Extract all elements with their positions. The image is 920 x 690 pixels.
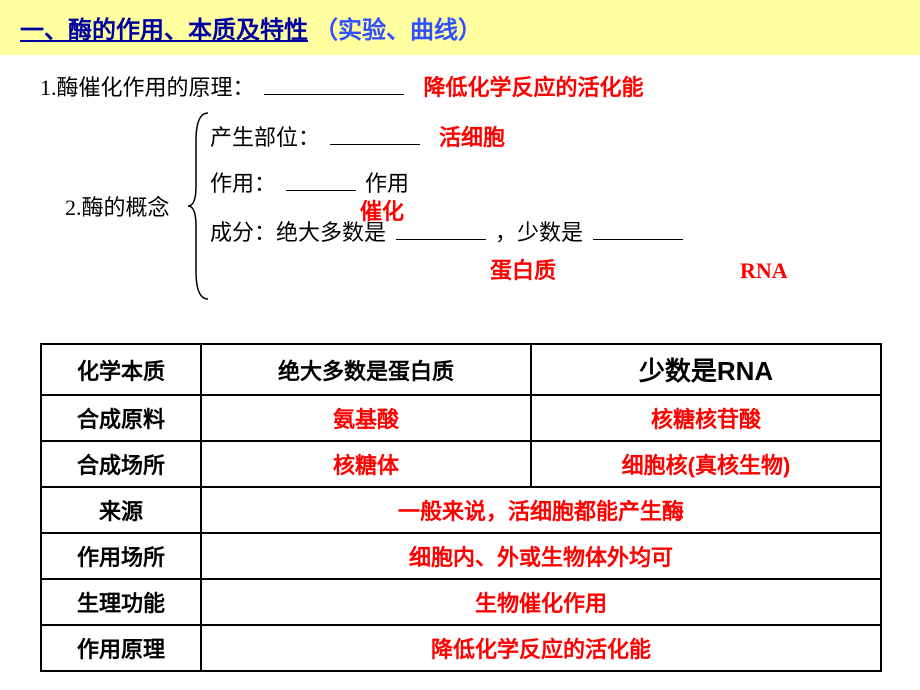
- row-label: 合成场所: [41, 441, 201, 487]
- blank-line: [396, 214, 486, 240]
- cell: 细胞内、外或生物体外均可: [201, 533, 881, 579]
- table-row: 作用原理降低化学反应的活化能: [41, 625, 881, 671]
- blank-line: [330, 118, 420, 144]
- row-label: 合成原料: [41, 395, 201, 441]
- table-row: 合成原料氨基酸核糖核苷酸: [41, 395, 881, 441]
- row-label: 来源: [41, 487, 201, 533]
- comparison-table: 化学本质绝大多数是蛋白质少数是RNA合成原料氨基酸核糖核苷酸合成场所核糖体细胞核…: [40, 343, 882, 672]
- s1-label: 1.酶催化作用的原理：: [40, 75, 255, 100]
- cell: 降低化学反应的活化能: [201, 625, 881, 671]
- row-label: 作用原理: [41, 625, 201, 671]
- cell: 生物催化作用: [201, 579, 881, 625]
- brace-icon: [188, 111, 214, 301]
- s1-answer: 降低化学反应的活化能: [424, 75, 644, 100]
- table-row: 合成场所核糖体细胞核(真核生物): [41, 441, 881, 487]
- func-label-1: 作用：: [210, 171, 276, 196]
- cell: 核糖体: [201, 441, 531, 487]
- row-label: 化学本质: [41, 344, 201, 395]
- comparison-table-wrap: 化学本质绝大多数是蛋白质少数是RNA合成原料氨基酸核糖核苷酸合成场所核糖体细胞核…: [40, 343, 880, 672]
- blank-line: [264, 69, 404, 95]
- blank-line: [593, 214, 683, 240]
- s2-label: 2.酶的概念: [65, 187, 170, 229]
- loc-label: 产生部位：: [210, 125, 320, 150]
- cell: 一般来说，活细胞都能产生酶: [201, 487, 881, 533]
- func-line: 作用： 作用 催化: [210, 163, 890, 205]
- cell: 少数是RNA: [531, 344, 881, 395]
- row-label: 生理功能: [41, 579, 201, 625]
- title-sub: （实验、曲线）: [314, 18, 482, 44]
- table-row: 生理功能生物催化作用: [41, 579, 881, 625]
- comp-answer-2: RNA: [740, 250, 788, 292]
- comp-label-2: ，少数是: [495, 220, 583, 245]
- section-2-body: 2.酶的概念 产生部位： 活细胞 作用： 作用 催化 成分：绝大多数是 ，少数是…: [210, 117, 890, 313]
- comp-line: 成分：绝大多数是 ，少数是 蛋白质 RNA: [210, 212, 890, 254]
- comp-answer-1: 蛋白质: [490, 250, 556, 292]
- blank-line: [286, 164, 356, 190]
- content: 1.酶催化作用的原理： 降低化学反应的活化能 2.酶的概念 产生部位： 活细胞 …: [0, 55, 920, 313]
- table-row: 作用场所细胞内、外或生物体外均可: [41, 533, 881, 579]
- section-1: 1.酶催化作用的原理： 降低化学反应的活化能: [40, 67, 890, 109]
- cell: 细胞核(真核生物): [531, 441, 881, 487]
- title-main: 一、酶的作用、本质及特性: [20, 18, 308, 44]
- loc-answer: 活细胞: [439, 125, 505, 150]
- cell: 绝大多数是蛋白质: [201, 344, 531, 395]
- table-row: 来源一般来说，活细胞都能产生酶: [41, 487, 881, 533]
- table-row: 化学本质绝大多数是蛋白质少数是RNA: [41, 344, 881, 395]
- cell: 氨基酸: [201, 395, 531, 441]
- page-title: 一、酶的作用、本质及特性 （实验、曲线）: [20, 10, 900, 45]
- row-label: 作用场所: [41, 533, 201, 579]
- comp-label-1: 成分：绝大多数是: [210, 220, 386, 245]
- loc-line: 产生部位： 活细胞: [210, 117, 890, 159]
- header-banner: 一、酶的作用、本质及特性 （实验、曲线）: [0, 0, 920, 55]
- cell: 核糖核苷酸: [531, 395, 881, 441]
